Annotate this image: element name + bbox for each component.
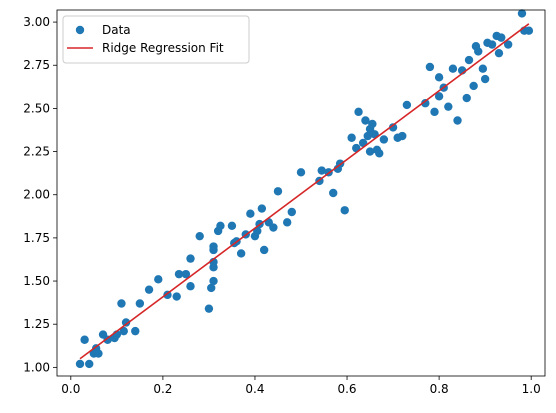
data-point xyxy=(375,149,384,158)
data-point xyxy=(209,242,218,251)
data-point xyxy=(181,269,191,279)
data-point xyxy=(282,218,292,227)
x-tick-label: 0.6 xyxy=(337,382,356,396)
x-tick-label: 0.2 xyxy=(153,382,172,396)
data-point xyxy=(135,299,145,308)
data-point xyxy=(347,133,356,142)
legend: Data Ridge Regression Fit xyxy=(62,15,250,64)
data-point xyxy=(207,283,216,293)
data-point xyxy=(296,168,306,177)
y-tick-label: 2.00 xyxy=(23,188,50,202)
data-point xyxy=(236,249,246,258)
data-point xyxy=(75,359,85,369)
data-point xyxy=(259,245,269,255)
data-point xyxy=(478,64,488,73)
data-point xyxy=(119,326,128,336)
data-point xyxy=(103,335,112,344)
data-point xyxy=(425,62,435,72)
data-point xyxy=(174,269,184,279)
x-axis: 0.0 0.2 0.4 0.6 0.8 1.0 xyxy=(61,376,541,396)
data-point xyxy=(172,292,181,301)
y-tick-label: 1.00 xyxy=(23,360,50,374)
data-point xyxy=(354,107,363,117)
data-point xyxy=(453,116,462,125)
data-point xyxy=(503,40,513,49)
data-point xyxy=(398,131,407,141)
data-point xyxy=(246,209,255,218)
data-point xyxy=(227,221,237,231)
x-tick-label: 1.0 xyxy=(522,382,541,396)
y-axis: 1.00 1.25 1.50 1.75 2.00 2.25 2.50 2.75 3.00 xyxy=(23,15,57,374)
data-point xyxy=(329,188,338,198)
data-point xyxy=(94,349,103,358)
data-point xyxy=(195,231,204,241)
data-point xyxy=(209,276,218,286)
data-point xyxy=(462,93,471,103)
data-point xyxy=(388,123,398,132)
y-tick-label: 1.50 xyxy=(23,274,50,288)
data-point xyxy=(368,119,377,129)
data-point xyxy=(480,74,490,84)
legend-label-fit: Ridge Regression Fit xyxy=(102,41,224,55)
y-tick-label: 3.00 xyxy=(23,15,50,29)
data-point xyxy=(421,99,430,108)
y-tick-label: 1.75 xyxy=(23,231,50,245)
data-point xyxy=(524,26,534,35)
y-tick-label: 1.25 xyxy=(23,317,50,331)
legend-scatter-marker xyxy=(75,25,85,35)
data-point xyxy=(434,92,444,101)
data-point xyxy=(117,299,126,308)
data-point xyxy=(474,47,483,56)
data-point xyxy=(464,55,474,65)
data-point xyxy=(469,81,478,91)
data-point xyxy=(494,48,504,58)
data-point xyxy=(361,116,370,125)
x-tick-label: 0.8 xyxy=(430,382,449,396)
data-point xyxy=(80,335,89,344)
legend-label-data: Data xyxy=(102,23,131,37)
legend-box xyxy=(62,15,250,64)
data-point xyxy=(287,207,296,217)
data-point xyxy=(186,254,195,263)
y-tick-label: 2.75 xyxy=(23,58,50,72)
data-point xyxy=(186,282,195,291)
data-point xyxy=(434,73,444,82)
data-point xyxy=(85,359,94,369)
data-point xyxy=(430,107,439,117)
data-point xyxy=(448,64,458,73)
data-point xyxy=(273,187,283,196)
data-point xyxy=(379,135,389,144)
ridge-fit-line xyxy=(79,23,530,360)
data-point xyxy=(497,33,506,42)
data-point xyxy=(257,204,267,213)
data-point xyxy=(204,304,214,313)
data-point xyxy=(444,102,453,111)
data-point xyxy=(121,318,131,327)
data-point xyxy=(144,285,154,294)
y-tick-label: 2.25 xyxy=(23,145,50,159)
data-point xyxy=(131,326,140,336)
y-tick-label: 2.50 xyxy=(23,101,50,115)
data-point xyxy=(365,147,375,156)
plot-marks xyxy=(75,9,534,369)
data-point xyxy=(487,40,497,49)
data-point xyxy=(340,206,349,215)
data-point xyxy=(363,131,372,141)
data-point xyxy=(216,221,225,231)
data-point xyxy=(269,223,278,232)
data-point xyxy=(402,100,412,110)
data-point xyxy=(317,166,326,175)
data-point xyxy=(154,275,163,284)
x-tick-label: 0.4 xyxy=(245,382,264,396)
x-tick-label: 0.0 xyxy=(61,382,80,396)
plot-frame xyxy=(56,9,546,377)
data-point xyxy=(517,9,527,18)
